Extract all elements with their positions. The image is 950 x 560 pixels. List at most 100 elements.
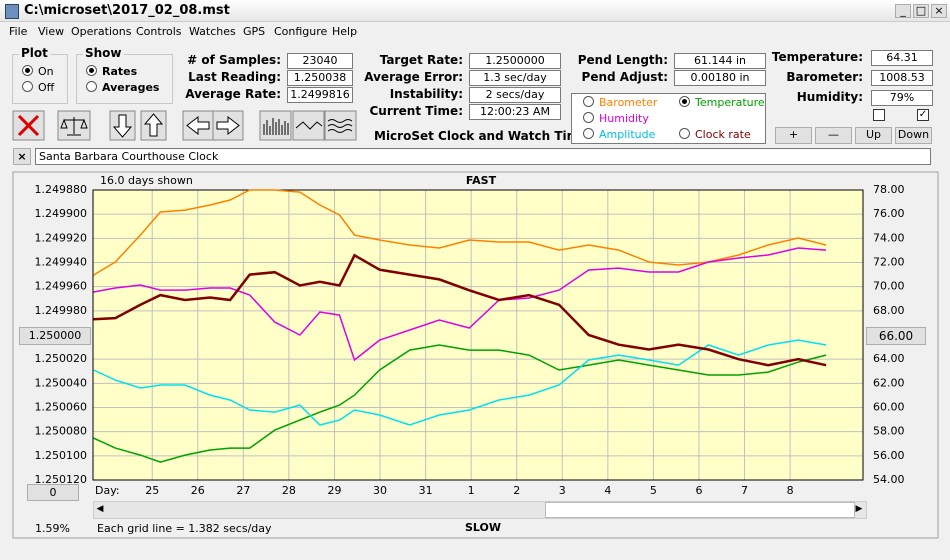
series-line [93, 247, 827, 362]
lines-button[interactable] [324, 110, 357, 141]
field-label: Pend Adjust: [581, 70, 668, 84]
menu-item[interactable]: File [9, 25, 28, 38]
menu-item[interactable]: Configure [274, 25, 328, 38]
field-value: 1.250038 [287, 70, 353, 86]
x-tick-label: 7 [741, 484, 748, 497]
y2-tick-label: 76.00 [873, 207, 905, 220]
menu-item[interactable]: GPS [243, 25, 266, 38]
up-button[interactable] [140, 110, 167, 141]
option-label: Humidity [599, 112, 649, 125]
bars-button[interactable] [259, 110, 292, 141]
field-value: 79% [871, 90, 933, 106]
x-tick-label: 4 [604, 484, 611, 497]
checkbox[interactable] [873, 109, 885, 121]
option-label: Amplitude [599, 128, 656, 141]
title-bar [0, 0, 950, 22]
x-tick-label: 25 [145, 484, 159, 497]
x-tick-label: 5 [650, 484, 657, 497]
y2-tick-label: 70.00 [873, 280, 905, 293]
series-line [93, 339, 827, 426]
close-button[interactable]: × [931, 4, 947, 18]
wave-button[interactable] [292, 110, 325, 141]
show-group [76, 54, 173, 104]
plot-option[interactable]: Off [22, 81, 54, 94]
y-tick-label: 1.249880 [35, 183, 88, 196]
series-line [93, 189, 827, 276]
scroll-arrow[interactable]: ◀ [96, 504, 104, 514]
scale-button[interactable] [57, 110, 91, 141]
clock-name[interactable]: Santa Barbara Courthouse Clock [35, 148, 931, 165]
adjust-button[interactable]: Down [895, 127, 932, 144]
show-title: Show [83, 46, 124, 60]
menu-item[interactable]: Operations [71, 25, 132, 38]
plot-title: Plot [19, 46, 50, 60]
y-tick-label: 1.250060 [35, 401, 88, 414]
y2-tick-label: 64.00 [873, 352, 905, 365]
window-title: C:\microset\2017_02_08.mst [24, 3, 230, 18]
graph-option[interactable]: Clock rate [679, 128, 751, 141]
minimize-button[interactable]: _ [895, 4, 911, 18]
menu-item[interactable]: Controls [136, 25, 182, 38]
x-tick-label: 3 [559, 484, 566, 497]
stop-button[interactable] [12, 110, 45, 141]
show-option[interactable]: Rates [86, 65, 137, 78]
clear-button[interactable]: × [13, 148, 31, 165]
app-icon [5, 4, 19, 19]
center-right-button[interactable]: 66.00 [866, 327, 926, 345]
field-value: 1.3 sec/day [469, 70, 561, 86]
scroll-value-button[interactable]: 0 [27, 484, 79, 501]
field-value: 61.144 in [674, 53, 766, 69]
graph-option[interactable]: Temperature [679, 96, 765, 109]
adjust-button[interactable]: + [775, 127, 812, 144]
scroll-thumb[interactable] [545, 502, 855, 518]
option-label: Off [38, 81, 55, 94]
x-tick-label: 31 [419, 484, 433, 497]
field-value: 1.2500000 [469, 53, 561, 69]
graph-option[interactable]: Barometer [583, 96, 657, 109]
field-label: Pend Length: [577, 53, 668, 67]
field-value: 2 secs/day [469, 87, 561, 103]
field-label: Average Rate: [185, 87, 281, 101]
x-tick-label: 29 [327, 484, 341, 497]
down-button[interactable] [109, 110, 136, 141]
graph-option[interactable]: Amplitude [583, 128, 655, 141]
option-label: Rates [102, 65, 138, 78]
field-value: 1.2499816 [287, 87, 353, 103]
top-label: FAST [466, 174, 497, 187]
checkbox[interactable]: ✓ [917, 109, 929, 121]
x-axis-label: Day: [95, 484, 120, 497]
field-label: Instability: [389, 87, 463, 101]
menu-item[interactable]: View [38, 25, 65, 38]
y-tick-label: 1.249900 [35, 207, 88, 220]
field-value: 0.00180 in [674, 70, 766, 86]
adjust-button[interactable]: Up [855, 127, 892, 144]
plot-border [92, 189, 864, 481]
adjust-button[interactable]: — [815, 127, 852, 144]
center-left-button[interactable]: 1.250000 [19, 327, 91, 345]
field-label: Temperature: [771, 50, 863, 64]
option-label: Barometer [599, 96, 658, 109]
y-tick-label: 1.250100 [35, 449, 88, 462]
series-line [93, 344, 827, 463]
menu-item[interactable]: Watches [189, 25, 236, 38]
y2-tick-label: 54.00 [873, 473, 905, 486]
grid-note: Each grid line = 1.382 secs/day [97, 522, 272, 535]
x-tick-label: 27 [236, 484, 250, 497]
y2-tick-label: 56.00 [873, 449, 905, 462]
plot-option[interactable]: On [22, 65, 54, 78]
right-button[interactable] [212, 110, 244, 141]
field-value: 64.31 [871, 50, 933, 66]
field-label: Target Rate: [379, 53, 463, 67]
y2-tick-label: 58.00 [873, 425, 905, 438]
scroll-arrow[interactable]: ▶ [855, 504, 863, 514]
field-label: Average Error: [364, 70, 463, 84]
maximize-button[interactable]: □ [913, 4, 929, 18]
left-button[interactable] [182, 110, 214, 141]
show-option[interactable]: Averages [86, 81, 159, 94]
graph-option[interactable]: Humidity [583, 112, 649, 125]
field-value: 23040 [287, 53, 353, 69]
y-tick-label: 1.249980 [35, 304, 88, 317]
menu-item[interactable]: Help [332, 25, 358, 38]
